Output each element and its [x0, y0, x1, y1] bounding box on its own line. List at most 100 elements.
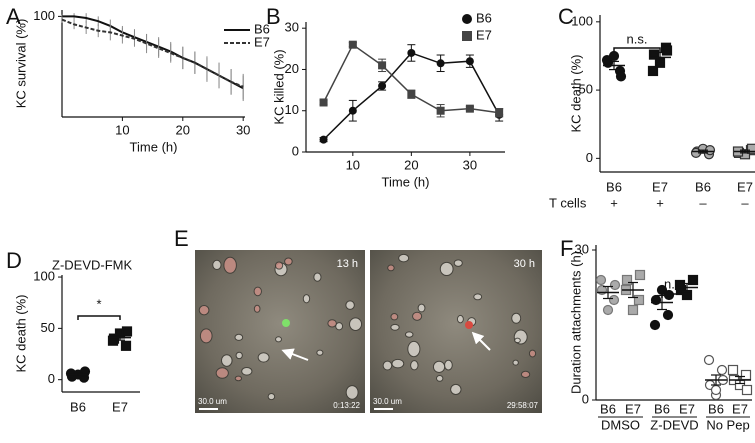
point [648, 49, 660, 60]
cell [412, 311, 423, 321]
cell [274, 261, 284, 270]
y-tick-label: 100 [33, 8, 55, 23]
point [121, 326, 133, 337]
row-value: + [610, 195, 618, 210]
y-tick-label: 20 [285, 61, 299, 76]
cell [456, 314, 464, 324]
point [740, 369, 752, 381]
cell [313, 272, 322, 282]
cell [220, 354, 233, 367]
point [465, 104, 474, 113]
cell [453, 259, 463, 267]
x-tick-label: 30 [236, 122, 250, 137]
y-tick-label: 30 [285, 20, 299, 35]
cell [253, 304, 261, 313]
panel-e: E 13 h 30 h 0:13:22 29:58:07 30.0 um 30.… [174, 226, 542, 413]
x-tick-label: E7 [732, 401, 748, 416]
legend-label: B6 [254, 21, 270, 36]
x-tick-label: B6 [654, 401, 670, 416]
cell [316, 349, 324, 356]
cell [417, 303, 426, 313]
cell [450, 383, 462, 396]
point [608, 294, 620, 306]
group-label: Z-DEVD [650, 417, 698, 432]
cell [390, 313, 399, 321]
cell [284, 257, 293, 266]
y-axis-label: Duration attachments (h) [568, 251, 583, 394]
cell [404, 331, 414, 338]
y-tick-label: 0 [586, 150, 593, 165]
point [716, 364, 728, 376]
micrograph [195, 250, 365, 413]
cell [410, 360, 419, 371]
x-tick-label: E7 [737, 179, 753, 194]
legend-marker [462, 31, 472, 41]
panel: C KC death (%) 0 50 100 B6 E7 B6 E7 T cells + + – – n.… [549, 4, 755, 210]
point [436, 59, 445, 68]
x-tick-label: E7 [112, 399, 128, 414]
point [378, 81, 387, 90]
row-label: T cells [549, 195, 587, 210]
point [703, 354, 715, 366]
cell [439, 261, 454, 277]
point [319, 98, 328, 107]
x-tick-label: 10 [346, 157, 360, 172]
cell [398, 253, 410, 263]
point [602, 304, 614, 316]
panel-letter: E [174, 226, 189, 251]
cell [253, 286, 262, 297]
x-axis-label: Time (h) [130, 139, 178, 154]
x-tick-label: B6 [70, 399, 86, 414]
group-label: No Pep [706, 417, 749, 432]
point [633, 294, 645, 306]
cell [212, 259, 222, 271]
cell [327, 319, 337, 328]
point [407, 90, 416, 99]
y-tick-label: 0 [582, 391, 589, 406]
point [348, 40, 357, 49]
x-tick-label: 20 [404, 157, 418, 172]
cell [335, 322, 344, 331]
red-cell [465, 321, 473, 329]
legend-label: B6 [476, 10, 492, 25]
point [662, 309, 674, 321]
cells [198, 253, 537, 401]
point [319, 135, 328, 144]
cell [444, 359, 453, 371]
x-tick-label: B6 [695, 179, 711, 194]
x-tick-label: B6 [708, 401, 724, 416]
row-value: – [741, 195, 749, 210]
x-tick-label: 10 [115, 122, 129, 137]
cell [528, 349, 537, 358]
y-axis-label: KC death (%) [568, 54, 583, 132]
panel-letter: F [560, 236, 573, 261]
x-tick-label: E7 [625, 401, 641, 416]
panel-letter: B [266, 4, 281, 29]
cell [234, 375, 243, 382]
annotation: n.s. [627, 31, 648, 46]
arrow [471, 331, 491, 351]
point [615, 71, 627, 82]
point [656, 284, 668, 296]
point [727, 364, 739, 376]
timestamp: 0:13:22 [333, 401, 360, 410]
point [407, 48, 416, 57]
point [741, 384, 753, 396]
cell [390, 323, 400, 331]
legend-label: E7 [254, 34, 270, 49]
point [746, 143, 755, 154]
scale-label: 30.0 um [198, 397, 227, 406]
cell [473, 293, 483, 301]
point [634, 269, 646, 281]
cell [382, 360, 393, 371]
cell [275, 336, 282, 343]
y-tick-label: 50 [41, 320, 55, 335]
point [601, 54, 613, 66]
point [120, 340, 132, 351]
x-tick-label: 20 [176, 122, 190, 137]
cell [407, 340, 421, 358]
panel-title: Z-DEVD-FMK [52, 257, 132, 272]
cell [349, 317, 363, 331]
